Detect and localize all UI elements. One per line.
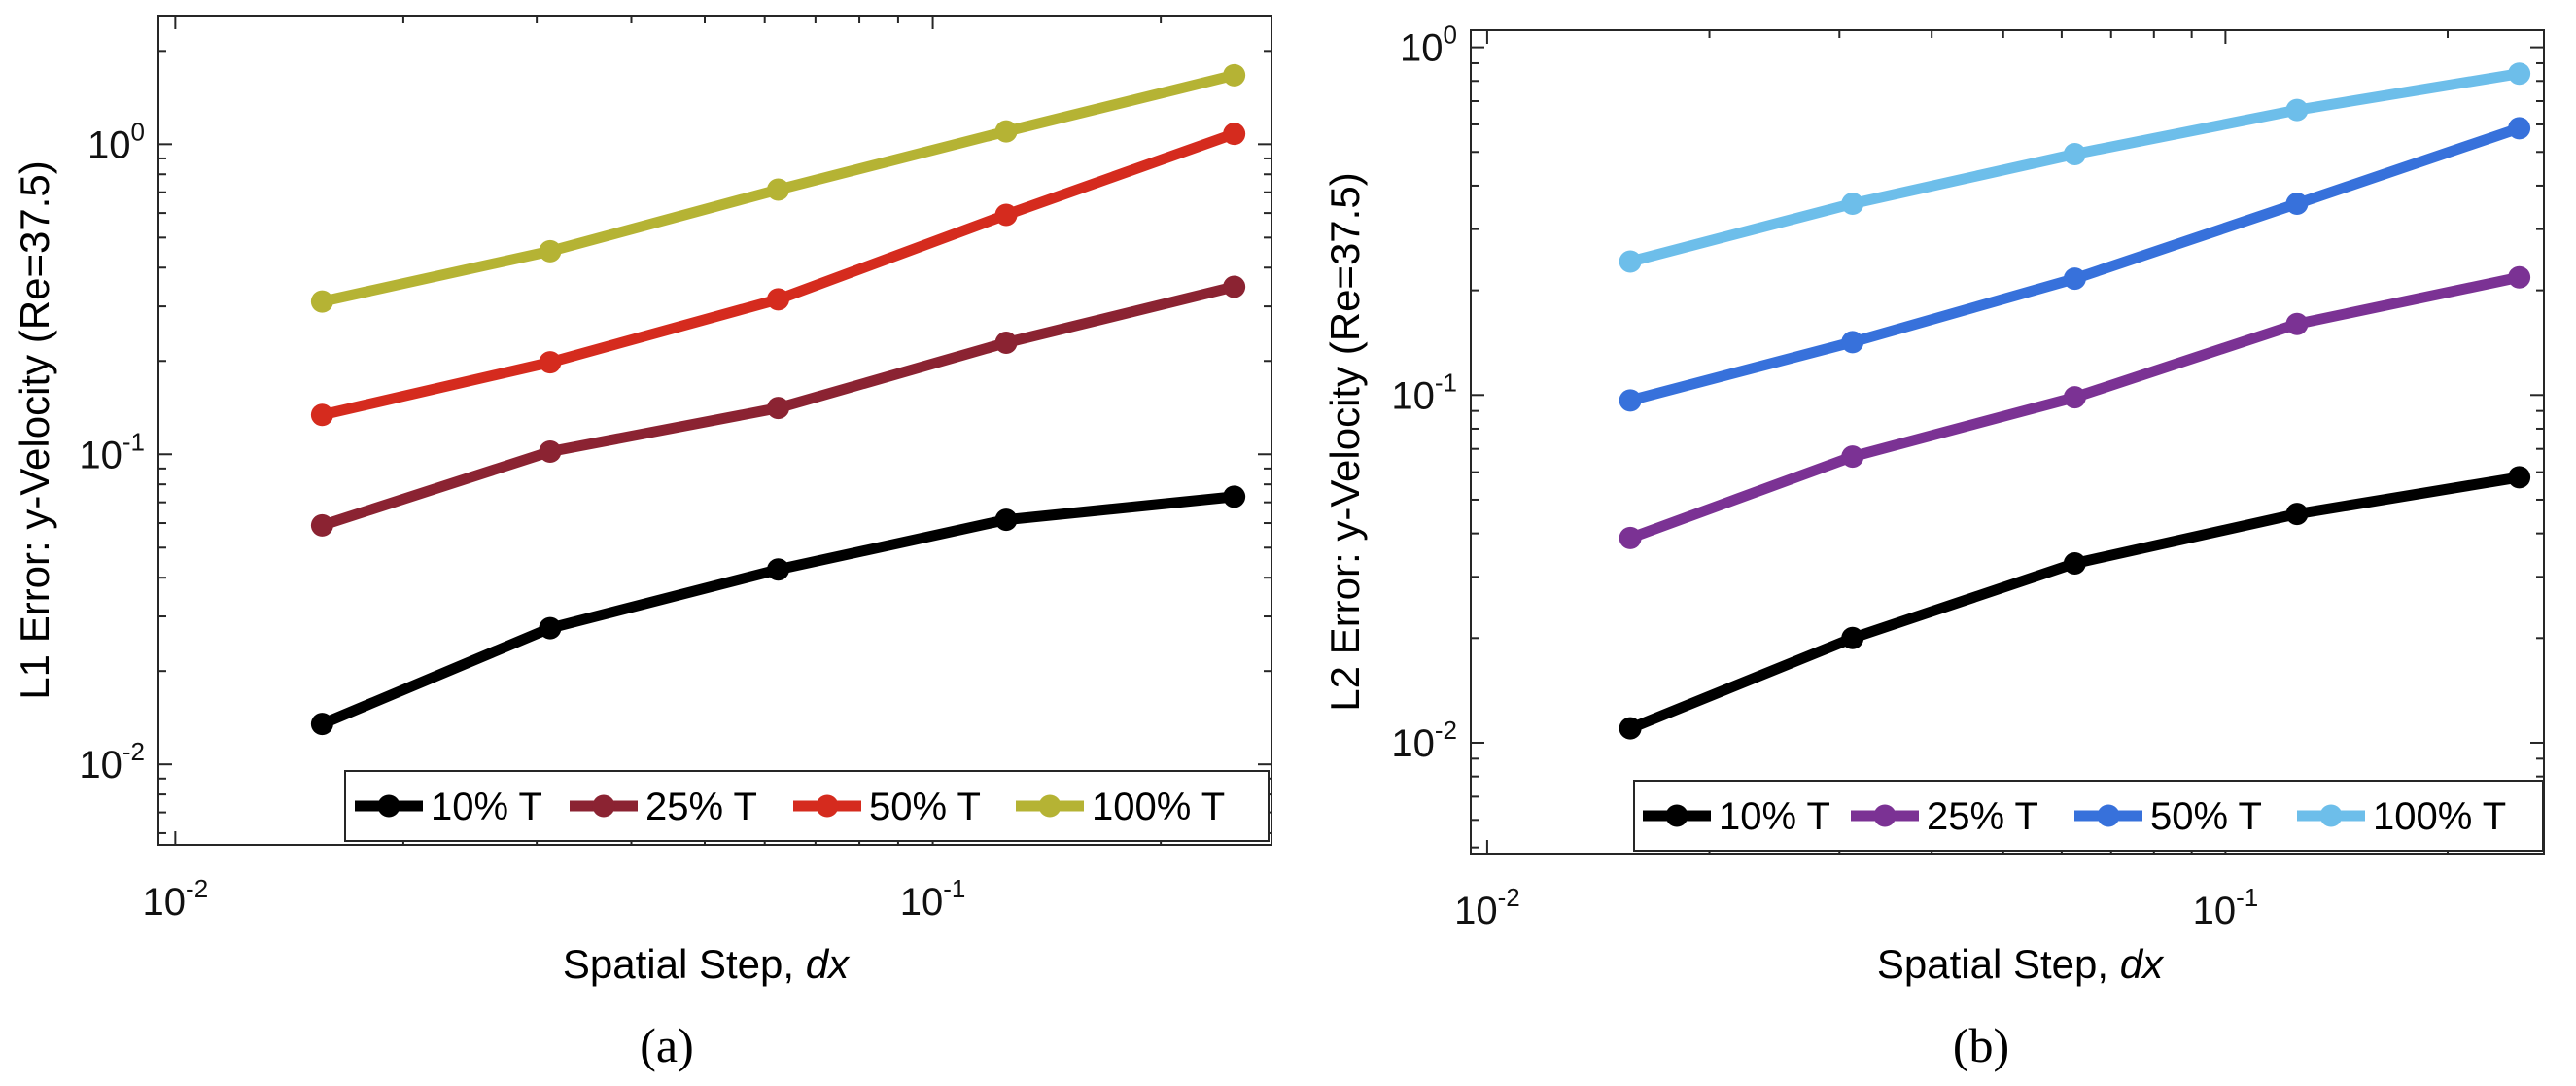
- x-axis-title: Spatial Step, dx: [563, 941, 851, 987]
- series-100-t: [1619, 62, 2531, 273]
- legend-marker: [1665, 804, 1688, 827]
- data-point: [539, 616, 562, 640]
- legend-label: 100% T: [2373, 795, 2506, 838]
- data-point: [2063, 267, 2086, 291]
- data-point: [994, 120, 1018, 143]
- data-point: [994, 332, 1018, 355]
- series-25-t: [1619, 265, 2531, 549]
- legend-label: 10% T: [1719, 795, 1830, 838]
- data-point: [1619, 250, 1642, 273]
- data-point: [767, 288, 790, 311]
- data-point: [1841, 445, 1864, 469]
- data-point: [1619, 389, 1642, 412]
- y-tick-label: 10-1: [1391, 368, 1457, 417]
- series-25-t: [310, 275, 1246, 537]
- series-50-t: [310, 123, 1246, 427]
- legend-marker: [2319, 804, 2343, 827]
- data-point: [2285, 503, 2309, 526]
- data-point: [1223, 63, 1246, 87]
- legend-label: 10% T: [431, 786, 542, 828]
- data-point: [2063, 551, 2086, 575]
- data-point: [310, 403, 333, 427]
- x-tick-label: 10-2: [143, 874, 209, 924]
- y-axis-title: L1 Error: y-Velocity (Re=37.5): [12, 160, 57, 699]
- data-point: [994, 508, 1018, 532]
- legend-marker: [1038, 794, 1062, 818]
- data-point: [539, 351, 562, 374]
- data-point: [767, 397, 790, 420]
- data-point: [767, 178, 790, 201]
- data-point: [1619, 526, 1642, 549]
- data-point: [1619, 717, 1642, 740]
- legend: 10% T 25% T 50% T 100% T: [1633, 780, 2544, 852]
- data-point: [994, 203, 1018, 227]
- panel-caption: (b): [1953, 1018, 2009, 1072]
- legend-label: 100% T: [1092, 786, 1225, 828]
- data-point: [539, 440, 562, 464]
- data-point: [1841, 331, 1864, 354]
- data-point: [310, 713, 333, 736]
- data-point: [767, 558, 790, 581]
- series-10-t: [1619, 466, 2531, 740]
- data-point: [310, 513, 333, 537]
- series-100-t: [310, 63, 1246, 313]
- data-point: [1841, 626, 1864, 649]
- panel-caption: (a): [640, 1018, 694, 1072]
- data-point: [2285, 98, 2309, 122]
- series-10-t: [310, 485, 1246, 736]
- legend-label: 25% T: [1927, 795, 2038, 838]
- y-tick-label: 10-2: [79, 737, 145, 787]
- x-tick-label: 10-1: [2193, 883, 2259, 932]
- y-tick-label: 100: [87, 117, 145, 166]
- data-point: [2063, 142, 2086, 165]
- legend-label: 25% T: [645, 786, 757, 828]
- data-point: [2508, 117, 2531, 140]
- data-point: [1223, 485, 1246, 508]
- data-point: [1841, 192, 1864, 215]
- data-point: [539, 239, 562, 263]
- data-point: [1223, 123, 1246, 146]
- data-point: [2508, 265, 2531, 289]
- legend-marker: [377, 794, 400, 818]
- data-point: [310, 290, 333, 313]
- data-point: [2508, 62, 2531, 86]
- x-axis-title: Spatial Step, dx: [1877, 941, 2165, 987]
- plot-area: [157, 15, 1272, 846]
- y-tick-label: 100: [1400, 20, 1457, 70]
- data-point: [2285, 192, 2309, 215]
- legend-marker: [816, 794, 839, 818]
- legend: 10% T 25% T 50% T 100% T: [344, 770, 1270, 842]
- y-axis-title: L2 Error: y-Velocity (Re=37.5): [1322, 172, 1368, 711]
- legend-label: 50% T: [2150, 795, 2262, 838]
- series-50-t: [1619, 117, 2531, 412]
- legend-marker: [592, 794, 615, 818]
- x-tick-label: 10-1: [900, 874, 966, 924]
- y-tick-label: 10-2: [1391, 716, 1457, 765]
- legend-marker: [1873, 804, 1897, 827]
- data-point: [1223, 275, 1246, 298]
- panel-b: 10-2 10-1 10-2 10-1 100 Spatial Step, dx L2 Er…: [1322, 20, 2545, 1072]
- data-point: [2285, 312, 2309, 335]
- y-tick-label: 10-1: [79, 427, 145, 476]
- x-tick-label: 10-2: [1454, 883, 1520, 932]
- data-point: [2508, 466, 2531, 489]
- data-point: [2063, 386, 2086, 409]
- legend-label: 50% T: [869, 786, 981, 828]
- panel-a: 10-2 10-1 10-2 10-1 100 Spatial Step, dx L1 Er…: [12, 15, 1272, 1072]
- legend-marker: [2097, 804, 2120, 827]
